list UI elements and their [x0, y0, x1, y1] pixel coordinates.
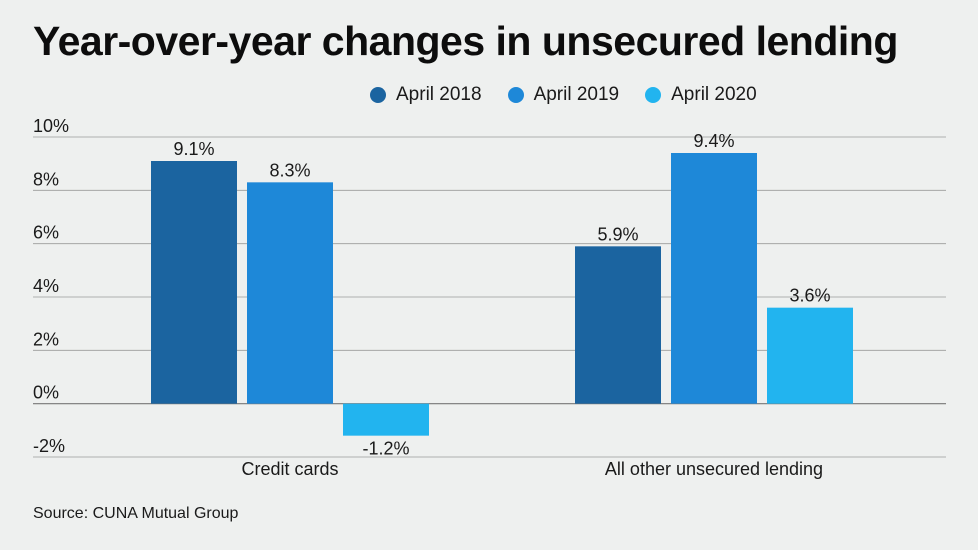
legend-item-april-2020: April 2020	[645, 84, 757, 106]
x-category-label: All other unsecured lending	[605, 459, 823, 479]
y-tick-label: 8%	[33, 169, 59, 189]
bar	[671, 153, 757, 404]
x-category-label: Credit cards	[241, 459, 338, 479]
legend-label-april-2020: April 2020	[671, 84, 757, 105]
legend-label-april-2018: April 2018	[396, 84, 482, 105]
legend-swatch-april-2018	[370, 87, 386, 103]
legend-item-april-2019: April 2019	[507, 84, 620, 106]
bar	[151, 161, 237, 404]
bar-value-label: 8.3%	[269, 160, 310, 180]
y-tick-label: 0%	[33, 383, 59, 403]
legend: April 2018 April 2019 April 2020	[370, 84, 757, 106]
bar	[247, 182, 333, 404]
bar-value-label: 9.1%	[173, 139, 214, 159]
legend-swatch-april-2019	[507, 87, 524, 103]
legend-swatch-april-2020	[645, 87, 662, 103]
source-note: Source: CUNA Mutual Group	[33, 505, 239, 522]
bar-value-label: -1.2%	[362, 439, 409, 459]
y-tick-label: 2%	[33, 329, 59, 349]
bar-value-label: 5.9%	[597, 224, 638, 244]
chart-title: Year-over-year changes in unsecured lend…	[33, 18, 898, 64]
y-tick-label: -2%	[33, 436, 65, 456]
bar-value-label: 9.4%	[693, 131, 734, 151]
bar-value-label: 3.6%	[789, 286, 830, 306]
bar	[767, 307, 853, 404]
y-tick-label: 10%	[33, 116, 69, 136]
legend-label-april-2019: April 2019	[533, 84, 620, 105]
y-tick-label: 6%	[33, 223, 59, 243]
y-tick-label: 4%	[33, 276, 59, 296]
legend-item-april-2018: April 2018	[370, 84, 482, 106]
bar	[575, 246, 661, 404]
bar	[343, 403, 429, 436]
